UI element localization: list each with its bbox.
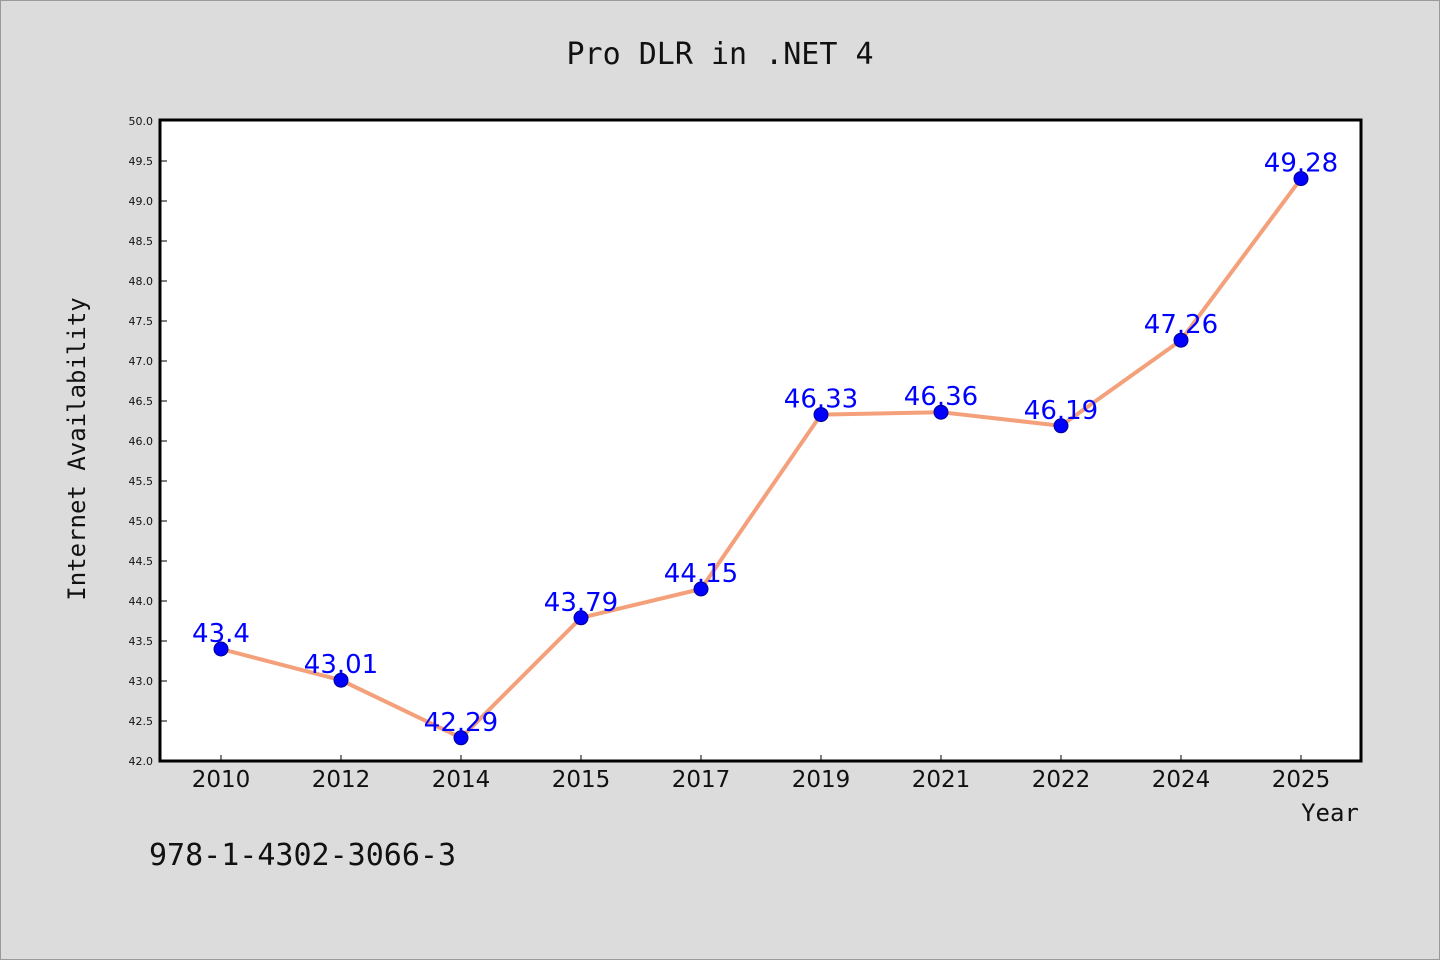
plot-area xyxy=(158,118,1363,763)
x-tick-label: 2012 xyxy=(312,767,371,793)
data-label: 43.79 xyxy=(544,588,618,618)
y-tick-label: 42.0 xyxy=(129,755,154,768)
data-label: 42.29 xyxy=(424,708,498,738)
data-point-marker xyxy=(573,610,589,626)
y-tick-label: 46.0 xyxy=(129,435,154,448)
isbn-footnote: 978-1-4302-3066-3 xyxy=(149,838,456,873)
x-tick-label: 2017 xyxy=(672,767,731,793)
series-line xyxy=(220,177,1303,740)
data-label: 47.26 xyxy=(1144,310,1218,340)
series-line-group xyxy=(220,177,1303,740)
data-point-marker xyxy=(933,404,949,420)
y-tick-label: 47.0 xyxy=(129,355,154,368)
data-point-marker xyxy=(693,581,709,597)
x-axis: 2010 2012 2014 2015 2017 2019 2021 2022 2024 2025 xyxy=(192,755,1331,793)
y-tick-label: 45.0 xyxy=(129,515,154,528)
data-point-marker xyxy=(1293,171,1309,187)
x-tick-label: 2010 xyxy=(192,767,251,793)
data-point-marker xyxy=(453,730,469,746)
x-tick-label: 2014 xyxy=(432,767,491,793)
x-tick-label: 2025 xyxy=(1272,767,1331,793)
data-labels-group: 43.4 43.01 42.29 43.79 44.15 46.33 46.36 46.19 4… xyxy=(192,149,1338,738)
y-axis-label: Internet Availability xyxy=(63,297,91,600)
y-tick-label: 43.0 xyxy=(129,675,154,688)
data-label: 46.33 xyxy=(784,385,858,415)
x-axis-label: Year xyxy=(1301,799,1359,827)
y-tick-label: 48.0 xyxy=(129,275,154,288)
y-tick-label: 49.5 xyxy=(129,155,154,168)
data-label: 43.4 xyxy=(192,619,250,649)
data-point-marker xyxy=(333,672,349,688)
y-tick-label: 42.5 xyxy=(129,715,154,728)
data-label: 49.28 xyxy=(1264,149,1338,179)
x-tick-label: 2021 xyxy=(912,767,971,793)
y-tick-label: 47.5 xyxy=(129,315,154,328)
y-tick-label: 45.5 xyxy=(129,475,154,488)
data-label: 46.19 xyxy=(1024,396,1098,426)
y-tick-label: 50.0 xyxy=(129,115,154,128)
y-tick-label: 44.5 xyxy=(129,555,154,568)
y-tick-label: 44.0 xyxy=(129,595,154,608)
data-label: 44.15 xyxy=(664,559,738,589)
x-tick-label: 2019 xyxy=(792,767,851,793)
data-point-marker xyxy=(213,641,229,657)
data-point-marker xyxy=(813,407,829,423)
y-tick-label: 43.5 xyxy=(129,635,154,648)
y-tick-label: 48.5 xyxy=(129,235,154,248)
data-label: 43.01 xyxy=(304,650,378,680)
y-tick-label: 49.0 xyxy=(129,195,154,208)
data-point-marker xyxy=(1053,418,1069,434)
data-label: 46.36 xyxy=(904,382,978,412)
x-tick-label: 2024 xyxy=(1152,767,1211,793)
data-point-marker xyxy=(1173,332,1189,348)
y-axis: 42.0 42.5 43.0 43.5 44.0 44.5 45.0 45.5 46.0 46.5… xyxy=(129,115,167,768)
x-tick-label: 2022 xyxy=(1032,767,1091,793)
chart-title: Pro DLR in .NET 4 xyxy=(566,37,873,72)
markers-group xyxy=(213,171,1309,746)
x-tick-label: 2015 xyxy=(552,767,611,793)
y-tick-label: 46.5 xyxy=(129,395,154,408)
